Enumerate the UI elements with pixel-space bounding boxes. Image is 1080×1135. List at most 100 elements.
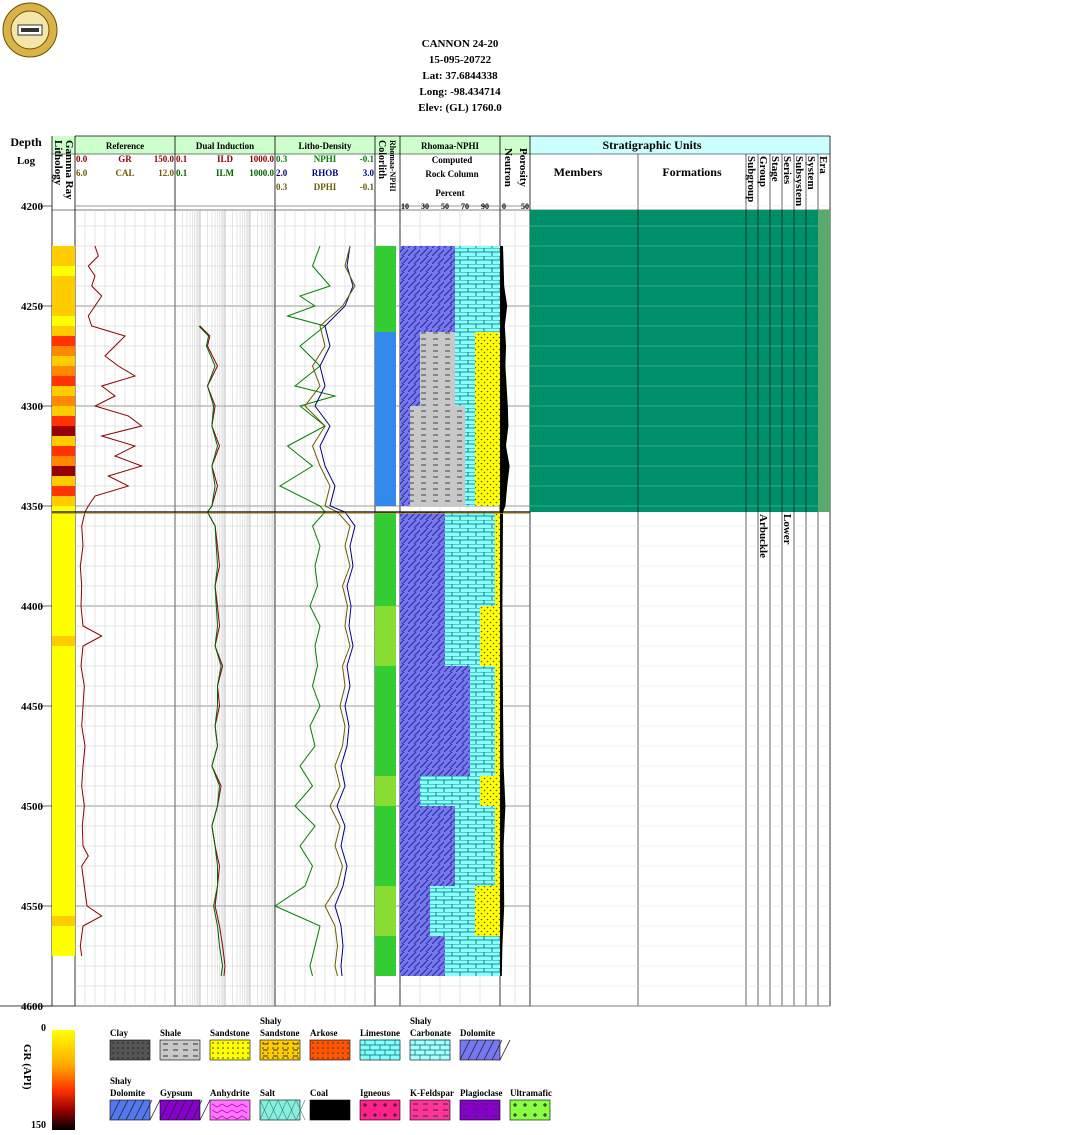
pattern-dot — [127, 1047, 129, 1049]
lower-label: Lower — [781, 514, 793, 545]
pattern-dot — [227, 1047, 229, 1049]
gamma-color-band — [52, 326, 75, 336]
formations-title: Formations — [662, 165, 722, 179]
legend-swatch-pattern — [363, 1103, 397, 1117]
pattern-dot — [277, 1042, 279, 1044]
gamma-color-band — [52, 846, 75, 856]
pattern-dot — [267, 1052, 269, 1054]
pattern-dot — [312, 1052, 314, 1054]
legend-label: Sandstone — [260, 1028, 300, 1038]
pattern-dot — [312, 1057, 314, 1059]
pattern-dot — [317, 1057, 319, 1059]
lithology-title: Lithology — [52, 140, 64, 186]
lithology-legend: Clay Shale Sandstone Shaly Sandstone Arkose Li… — [52, 1016, 552, 1130]
pattern-dot — [212, 1057, 214, 1059]
gamma-color-band — [52, 546, 75, 566]
pattern-dot — [267, 1042, 269, 1044]
pattern-dot — [342, 1052, 344, 1054]
gamma-color-band — [52, 426, 75, 436]
rock-limestone — [465, 406, 475, 506]
legend-swatch-igneous — [359, 1099, 401, 1121]
gamma-color-band — [52, 506, 75, 512]
legend-label: K-Feldspar — [410, 1088, 454, 1098]
neutron-title: Neutron — [502, 148, 514, 187]
pattern-dot — [282, 1042, 284, 1044]
arbuckle-label: Arbuckle — [757, 514, 769, 558]
legend-swatch-pattern — [413, 1103, 448, 1117]
den-curve-name: RHOB — [312, 168, 339, 178]
colorlith-band — [375, 666, 396, 776]
rock-dolomite — [400, 332, 420, 406]
pattern-dot — [222, 1052, 224, 1054]
pattern-dot — [322, 1047, 324, 1049]
gamma-color-band — [52, 306, 75, 316]
pattern-dot — [262, 1052, 264, 1054]
legend-swatch-pattern — [112, 1042, 149, 1059]
pattern-dot — [112, 1047, 114, 1049]
pattern-slash — [491, 1039, 503, 1061]
pattern-slash — [475, 1039, 487, 1061]
pattern-dot — [137, 1052, 139, 1054]
well-long: Long: -98.434714 — [419, 86, 501, 98]
pattern-dot — [342, 1047, 344, 1049]
pattern-dot — [117, 1057, 119, 1059]
pattern-dot — [332, 1042, 334, 1044]
gamma-color-band — [52, 926, 75, 946]
litho-density-title: Litho-Density — [298, 141, 352, 151]
legend-swatch-pattern — [459, 1039, 511, 1061]
log-data — [52, 210, 830, 977]
well-elev: Elev: (GL) 1760.0 — [418, 102, 502, 114]
pattern-dot — [267, 1057, 269, 1059]
pattern-dot — [142, 1052, 144, 1054]
gamma-color-band — [52, 826, 75, 846]
rock-sandstone — [495, 666, 500, 776]
gamma-color-band — [52, 686, 75, 706]
pattern-dot — [147, 1042, 149, 1044]
pattern-dot — [262, 1057, 264, 1059]
gr-scale-label: GR (API) — [21, 1044, 33, 1090]
pattern-zigzag — [211, 1103, 248, 1108]
legend-swatch-k-feldspar — [409, 1099, 451, 1121]
strat-unit-fill — [530, 210, 818, 512]
pattern-dot — [317, 1042, 319, 1044]
pattern-dot — [347, 1052, 349, 1054]
legend-swatch-pattern — [262, 1042, 299, 1059]
pattern-dot — [132, 1057, 134, 1059]
legend-label: Clay — [110, 1028, 129, 1038]
gamma-color-band — [52, 356, 75, 366]
legend-swatch-ultramafic — [509, 1099, 551, 1121]
gamma-color-band — [52, 566, 75, 586]
den-scale-left: 2.0 — [276, 168, 288, 178]
pattern-dot — [327, 1042, 329, 1044]
pattern-dot — [127, 1057, 129, 1059]
strat-title: Stratigraphic Units — [603, 138, 702, 152]
pattern-dot — [217, 1047, 219, 1049]
den-scale-right: -0.1 — [360, 154, 375, 164]
pattern-slash — [167, 1099, 179, 1121]
rock-sandstone — [475, 332, 500, 406]
pattern-dot — [212, 1042, 214, 1044]
legend-swatch-pattern — [513, 1103, 547, 1117]
gamma-color-band — [52, 636, 75, 646]
percent-label: Percent — [435, 188, 464, 198]
pattern-dot — [272, 1057, 274, 1059]
legend-swatch-arkose — [309, 1039, 351, 1061]
gamma-color-band — [52, 296, 75, 306]
pattern-dot — [227, 1042, 229, 1044]
legend-label: Carbonate — [410, 1028, 451, 1038]
rock-sandstone — [480, 606, 500, 666]
pattern-dot — [242, 1042, 244, 1044]
strat-col-system: System — [805, 156, 817, 190]
pattern-dot — [237, 1052, 239, 1054]
pattern-dot — [322, 1057, 324, 1059]
legend-swatch-pattern — [259, 1099, 306, 1121]
pattern-slash — [191, 1099, 203, 1121]
pattern-dot — [347, 1057, 349, 1059]
header-band-ref — [75, 136, 175, 154]
rock-limestone — [455, 332, 475, 406]
den-curve-name: DPHI — [314, 182, 337, 192]
pattern-dot — [237, 1057, 239, 1059]
gamma-color-band — [52, 386, 75, 396]
pattern-dot — [317, 1052, 319, 1054]
rock-dolomite — [400, 666, 470, 776]
